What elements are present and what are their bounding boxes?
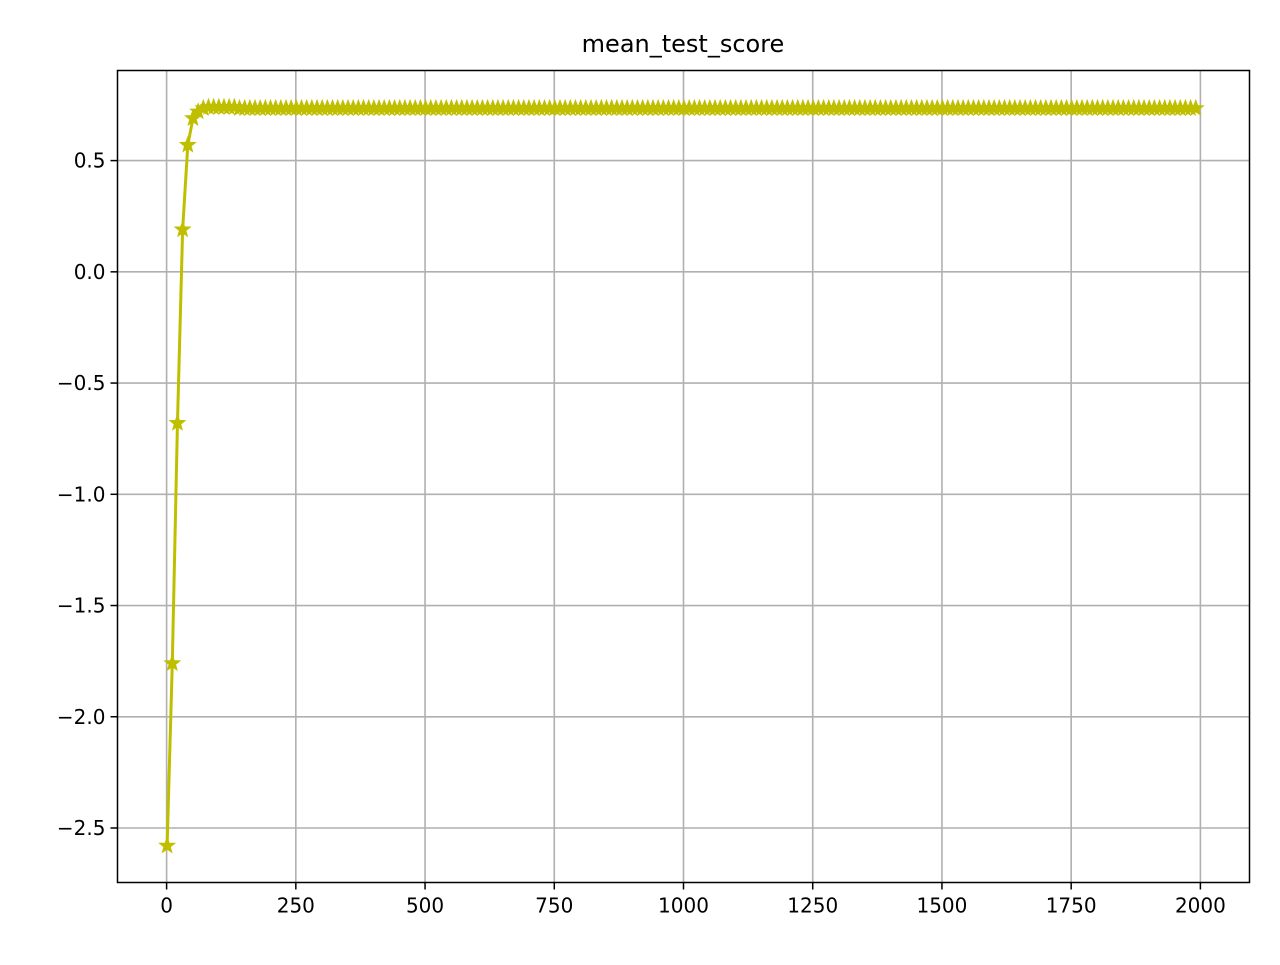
chart-title: mean_test_score [582,30,785,58]
x-tick-label: 0 [160,894,173,918]
x-tick-label: 500 [406,894,444,918]
data-point [168,413,187,431]
y-tick-label: −1.5 [57,594,106,618]
x-tick-label: 1000 [658,894,709,918]
data-point [163,653,182,671]
y-tick-label: −2.0 [57,705,106,729]
y-tick-label: −2.5 [57,816,106,840]
series-line [165,105,1196,846]
grid [117,70,1250,883]
data-point [173,220,192,238]
series-layer [158,97,1205,854]
x-tick-label: 1250 [787,894,838,918]
x-tick-label: 1750 [1046,894,1097,918]
y-tick-label: −1.0 [57,482,106,506]
x-tick-label: 750 [535,894,573,918]
x-tick-label: 250 [277,894,315,918]
y-tick-label: 0.0 [74,260,106,284]
data-point [158,836,177,854]
x-tick-label: 1500 [916,894,967,918]
ticks: 0 250 500 750 1000 1250 1500 1750 2000 0.5 0.0 −0.5… [57,149,1226,918]
y-tick-label: −0.5 [57,371,106,395]
x-tick-label: 2000 [1175,894,1226,918]
data-point [178,135,197,153]
data-point [1186,98,1205,116]
y-tick-label: 0.5 [74,149,106,173]
